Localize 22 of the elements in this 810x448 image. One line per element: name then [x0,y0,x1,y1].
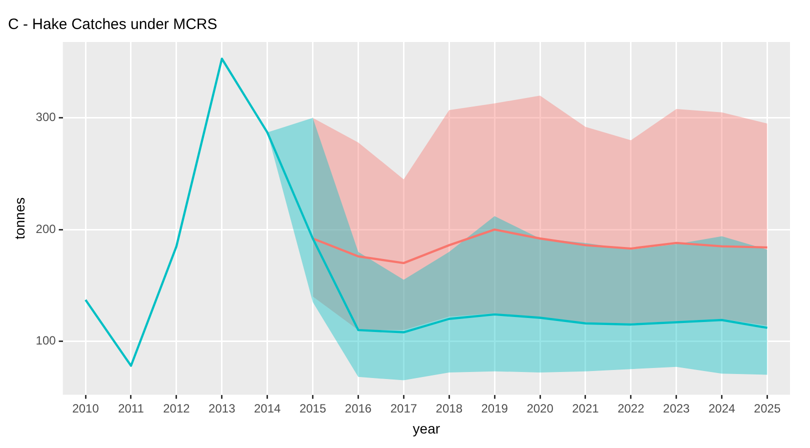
y-tick-label: 200 [36,222,56,236]
x-axis-title: year [412,420,440,436]
x-tick-label: 2010 [72,401,100,416]
x-tick-label: 2013 [208,401,236,416]
x-tick-label: 2021 [572,401,600,416]
x-tick-label: 2016 [344,401,372,416]
x-tick-label: 2024 [708,401,736,416]
y-tick-label: 100 [36,334,56,348]
x-tick-label: 2020 [526,401,554,416]
x-tick-label: 2012 [163,401,190,416]
x-tick-label: 2014 [254,401,282,416]
x-tick-label: 2023 [663,401,690,416]
y-tick-label: 300 [36,110,56,124]
x-tick-label: 2022 [618,401,645,416]
x-tick-label: 2019 [481,401,508,416]
x-tick-label: 2017 [390,401,418,416]
x-tick-label: 2025 [754,401,781,416]
x-tick-label: 2011 [118,401,144,416]
chart-title: C - Hake Catches under MCRS [8,16,218,34]
x-tick-label: 2018 [436,401,463,416]
y-axis-title: tonnes [11,197,28,240]
x-tick-label: 2015 [299,401,326,416]
